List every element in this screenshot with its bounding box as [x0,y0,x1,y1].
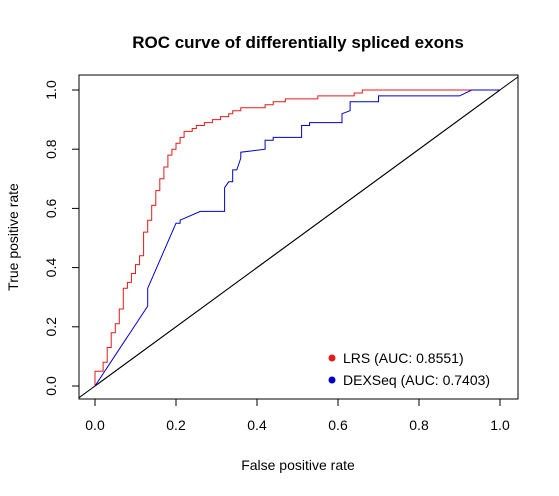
legend: LRS (AUC: 0.8551) DEXSeq (AUC: 0.7403) [328,350,490,388]
legend-label-dexseq: DEXSeq (AUC: 0.7403) [343,372,490,388]
y-tick-label-4: 0.8 [43,139,59,159]
y-axis-label: True positive rate [5,183,21,291]
y-tick-label-0: 0.0 [43,376,59,396]
y-tick-label-2: 0.4 [43,258,59,278]
y-tick-label-5: 1.0 [43,80,59,100]
x-tick-label-4: 0.8 [409,417,429,433]
series-line-lrs [94,89,500,386]
y-tick-label-3: 0.6 [43,198,59,218]
x-tick-label-0: 0.0 [85,417,105,433]
x-tick-label-3: 0.6 [328,417,348,433]
legend-label-lrs: LRS (AUC: 0.8551) [343,350,464,366]
x-tick-label-2: 0.4 [247,417,267,433]
x-tick-label-5: 1.0 [490,417,510,433]
series-layer [78,76,519,399]
x-axis-label: False positive rate [241,457,355,473]
y-tick-label-1: 0.2 [43,317,59,337]
series-line-dexseq [94,89,500,387]
x-tick-label-1: 0.2 [166,417,186,433]
reference-diagonal-extended [78,76,519,399]
legend-marker-dexseq [328,376,336,384]
axis-layer: 0.0 0.2 0.4 0.6 0.8 1.0 0.0 0.2 0.4 0.6 0.8 1.0 [43,80,510,433]
legend-marker-lrs [328,354,336,362]
chart-title: ROC curve of differentially spliced exon… [132,33,464,52]
